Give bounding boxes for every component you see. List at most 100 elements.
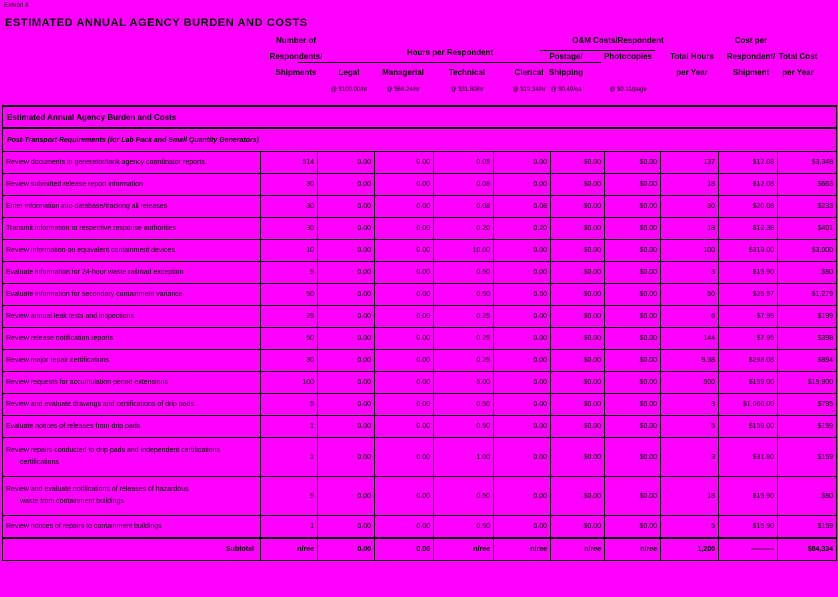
row-clerical: 0.00 bbox=[493, 476, 551, 516]
colhead-cost-per-line1: Cost per bbox=[734, 36, 768, 45]
row-cost-per-respondent: $15.90 bbox=[718, 261, 778, 284]
colhead-cost-per-line2: Respondent/ bbox=[726, 52, 776, 61]
row-total-cost: $159 bbox=[776, 415, 838, 438]
row-postage: $0.00 bbox=[550, 305, 605, 328]
subtotal-total-cost: $84,334 bbox=[776, 537, 838, 561]
row-cost-per-respondent: $159.00 bbox=[718, 371, 778, 394]
row-activity-label: Review repairs conducted to drip pads an… bbox=[2, 437, 261, 477]
row-respondents: 100 bbox=[260, 371, 318, 394]
table-body: Estimated Annual Agency Burden and Costs… bbox=[1, 105, 838, 152]
table-row: Review major repair certifications 30 0.00… bbox=[2, 349, 838, 372]
row-technical: 0.05 bbox=[433, 151, 494, 174]
row-activity-label: Review and evaluate notifications of rel… bbox=[2, 476, 261, 516]
row-total-cost: $894 bbox=[776, 349, 838, 372]
row-total-hours: 3 bbox=[660, 261, 719, 284]
row-photocopies: $0.00 bbox=[604, 195, 661, 218]
row-total-hours: 9.38 bbox=[660, 349, 719, 372]
row-postage: $0.00 bbox=[550, 515, 605, 539]
row-legal: 0.00 bbox=[317, 371, 375, 394]
page-title: ESTIMATED ANNUAL AGENCY BURDEN AND COSTS bbox=[5, 17, 308, 29]
row-respondents: 1 bbox=[260, 415, 318, 438]
row-managerial: 0.00 bbox=[374, 173, 434, 196]
row-clerical: 0.00 bbox=[493, 239, 551, 262]
row-clerical: 0.00 bbox=[493, 173, 551, 196]
row-legal: 0.00 bbox=[317, 305, 375, 328]
subtotal-label: Subtotal bbox=[2, 537, 261, 561]
row-technical: 0.25 bbox=[433, 327, 494, 350]
row-respondents: 30 bbox=[260, 173, 318, 196]
row-total-cost: $663 bbox=[776, 173, 838, 196]
table-rows-body: Review documents in generator/tank agenc… bbox=[2, 151, 838, 539]
row-cost-per-respondent: $7.95 bbox=[718, 327, 778, 350]
document-meta-label: Exhibit 8 bbox=[4, 3, 29, 9]
table-row: Review documents in generator/tank agenc… bbox=[2, 151, 838, 174]
group-label-om-costs: O&M Costs/Respondent bbox=[572, 36, 664, 45]
row-managerial: 0.00 bbox=[374, 195, 434, 218]
row-managerial: 0.00 bbox=[374, 283, 434, 306]
burden-costs-table: Estimated Annual Agency Burden and Costs… bbox=[1, 105, 838, 561]
row-technical: 0.08 bbox=[433, 195, 494, 218]
colhead-legal-rate: @ $100.00/hr bbox=[330, 87, 368, 93]
row-total-cost: $795 bbox=[776, 393, 838, 416]
colhead-managerial-rate: @ $68.24/hr bbox=[386, 87, 420, 93]
row-managerial: 0.00 bbox=[374, 261, 434, 284]
colhead-clerical: Clerical bbox=[514, 68, 544, 77]
colhead-postage-line2: Postage/ bbox=[549, 52, 583, 61]
row-total-cost: $3,000 bbox=[776, 239, 838, 262]
row-clerical: 0.08 bbox=[493, 195, 551, 218]
row-technical: 0.50 bbox=[433, 476, 494, 516]
colhead-respondents-line2: Respondents/ bbox=[269, 52, 323, 61]
row-activity-label: Transmit information to respective respo… bbox=[2, 217, 261, 240]
table-row: Review release notification reports 50 0.0… bbox=[2, 327, 838, 350]
row-postage: $0.00 bbox=[550, 261, 605, 284]
row-respondents: 5 bbox=[260, 393, 318, 416]
row-total-cost: $80 bbox=[776, 476, 838, 516]
row-clerical: 0.00 bbox=[493, 261, 551, 284]
table-row: Review and evaluate drawings and certifi… bbox=[2, 393, 838, 416]
subtotal-postage: n/ree bbox=[550, 537, 605, 561]
row-cost-per-respondent: $7.95 bbox=[718, 305, 778, 328]
row-technical: 10.00 bbox=[433, 239, 494, 262]
colhead-technical: Technical bbox=[448, 68, 486, 77]
row-postage: $0.00 bbox=[550, 217, 605, 240]
row-photocopies: $0.00 bbox=[604, 476, 661, 516]
row-activity-label: Review submitted release report informat… bbox=[2, 173, 261, 196]
row-clerical: 0.00 bbox=[493, 305, 551, 328]
row-managerial: 0.00 bbox=[374, 437, 434, 477]
row-managerial: 0.00 bbox=[374, 371, 434, 394]
row-technical: 0.08 bbox=[433, 173, 494, 196]
row-total-cost: $159 bbox=[776, 437, 838, 477]
row-activity-label: Review major repair certifications bbox=[2, 349, 261, 372]
colhead-respondents-line3: Shipments bbox=[275, 68, 317, 77]
row-managerial: 0.00 bbox=[374, 217, 434, 240]
subtotal-photocopies: n/ree bbox=[604, 537, 661, 561]
table-row: Evaluate information for secondary conta… bbox=[2, 283, 838, 306]
row-respondents: 1 bbox=[260, 437, 318, 477]
row-managerial: 0.00 bbox=[374, 151, 434, 174]
row-cost-per-respondent: $12.38 bbox=[718, 217, 778, 240]
row-postage: $0.00 bbox=[550, 349, 605, 372]
row-legal: 0.00 bbox=[317, 327, 375, 350]
row-photocopies: $0.00 bbox=[604, 173, 661, 196]
colhead-total-hours-line3: per Year bbox=[676, 68, 708, 77]
row-managerial: 0.00 bbox=[374, 305, 434, 328]
table-row: Enter information into database/tracking… bbox=[2, 195, 838, 218]
group-label-hours-per-respondent: Hours per Respondent bbox=[406, 48, 494, 57]
row-postage: $0.00 bbox=[550, 371, 605, 394]
row-managerial: 0.00 bbox=[374, 349, 434, 372]
band-title-row: Estimated Annual Agency Burden and Costs bbox=[1, 105, 838, 129]
row-clerical: 0.00 bbox=[493, 151, 551, 174]
row-total-hours: 5 bbox=[660, 415, 719, 438]
row-total-hours: 3 bbox=[660, 437, 719, 477]
row-technical: 0.50 bbox=[433, 515, 494, 539]
row-activity-label-line1: Review and evaluate notifications of rel… bbox=[6, 486, 189, 494]
row-photocopies: $0.00 bbox=[604, 515, 661, 539]
row-clerical: 0.20 bbox=[493, 217, 551, 240]
row-total-cost: $159 bbox=[776, 515, 838, 539]
row-legal: 0.00 bbox=[317, 217, 375, 240]
row-clerical: 0.00 bbox=[493, 415, 551, 438]
row-respondents: 30 bbox=[260, 217, 318, 240]
row-managerial: 0.00 bbox=[374, 476, 434, 516]
subtotal-total-hours: 1,200 bbox=[660, 537, 719, 561]
row-clerical: 0.00 bbox=[493, 515, 551, 539]
